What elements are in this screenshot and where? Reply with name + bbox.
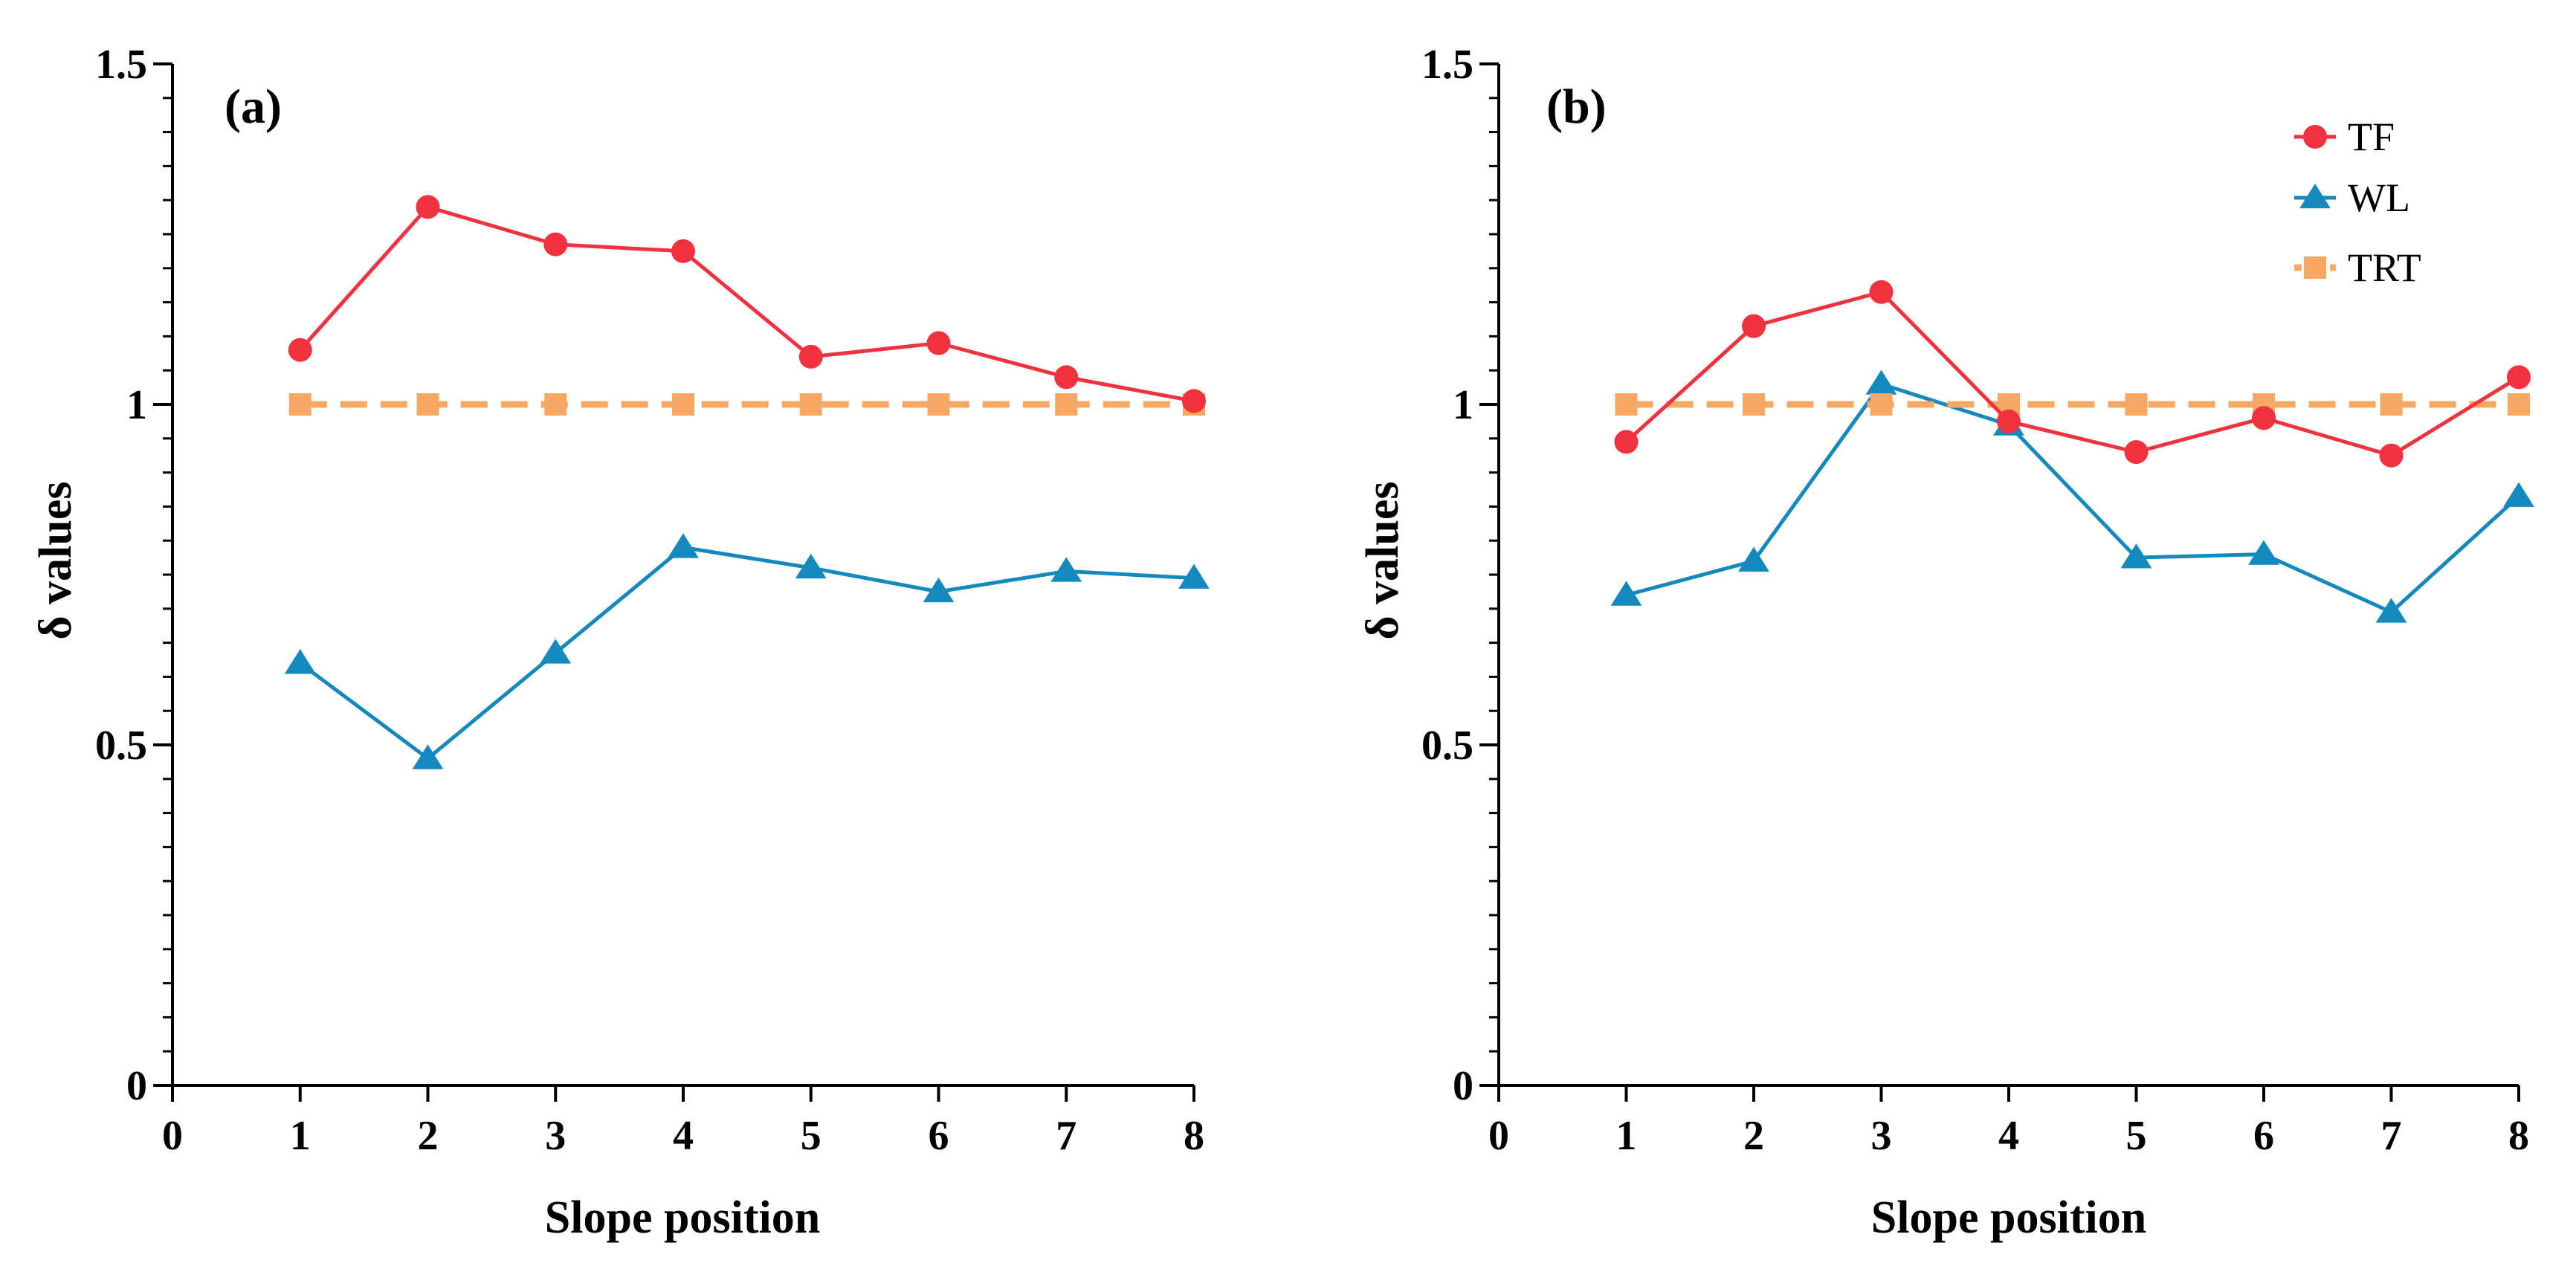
x-tick-label: 0 — [1488, 1113, 1509, 1159]
x-tick-label: 0 — [162, 1113, 183, 1159]
legend: TF WL TRT — [2294, 114, 2421, 290]
data-point-tf — [1054, 365, 1079, 390]
x-tick-label: 6 — [2253, 1113, 2274, 1159]
x-tick-label: 1 — [290, 1113, 311, 1159]
x-tick-label: 4 — [1998, 1113, 2019, 1159]
series-trt — [288, 393, 1205, 416]
legend-marker-wl — [2299, 184, 2331, 209]
legend-label: TF — [2348, 114, 2395, 159]
series-line-tf — [298, 204, 1195, 403]
data-point-wl — [284, 649, 316, 674]
y-axis-title: δ values — [1358, 481, 1408, 639]
data-point-trt — [1870, 393, 1893, 416]
y-tick-label: 0 — [126, 1063, 147, 1109]
data-point-tf — [926, 331, 951, 355]
data-point-tf — [1182, 389, 1206, 413]
data-point-trt — [2125, 393, 2148, 416]
legend-label: TRT — [2348, 245, 2421, 290]
data-point-trt — [2380, 393, 2403, 416]
data-point-trt — [672, 393, 694, 416]
x-tick-label: 7 — [2381, 1113, 2402, 1159]
data-point-tf — [543, 232, 568, 256]
x-tick-label: 5 — [2126, 1113, 2147, 1159]
panel-b: (b) Slope position δ values 0 1 2 3 4 5 6 7 8 0 0.… — [1358, 42, 2534, 1243]
data-point-wl — [2375, 598, 2407, 623]
x-tick-label: 7 — [1056, 1113, 1076, 1159]
data-point-trt — [799, 393, 822, 416]
data-point-trt — [1743, 393, 1765, 416]
x-axis-title: Slope position — [545, 1192, 820, 1243]
x-tick-label: 2 — [1743, 1113, 1764, 1159]
series-line-wl — [299, 545, 1195, 761]
data-point-wl — [2248, 540, 2279, 565]
data-point-wl — [2503, 482, 2534, 507]
data-point-tf — [288, 338, 312, 362]
series-wl — [284, 533, 1210, 769]
y-axis-title: δ values — [30, 481, 81, 639]
series-tf — [288, 195, 1206, 413]
data-point-trt — [544, 393, 567, 416]
legend-marker-trt — [2304, 256, 2326, 279]
series-trt — [1615, 393, 2530, 416]
data-point-wl — [1050, 557, 1082, 582]
data-point-wl — [1865, 369, 1897, 395]
data-point-trt — [1615, 393, 1638, 416]
data-point-wl — [412, 744, 444, 769]
data-point-tf — [1997, 409, 2021, 433]
data-point-trt — [1055, 393, 1078, 416]
series-line-wl — [1625, 382, 2520, 614]
data-point-wl — [1738, 546, 1769, 572]
x-tick-label: 6 — [929, 1113, 949, 1159]
panel-label: (b) — [1546, 80, 1607, 134]
x-axis-title: Slope position — [1871, 1192, 2146, 1243]
data-point-tf — [1742, 314, 1766, 338]
data-point-trt — [2508, 393, 2530, 416]
y-tick-label: 1 — [126, 382, 147, 428]
legend-label: WL — [2348, 175, 2410, 220]
y-tick-label: 0.5 — [95, 723, 147, 769]
x-tick-label: 8 — [1184, 1113, 1204, 1159]
data-point-trt — [416, 393, 439, 416]
data-point-tf — [416, 195, 440, 219]
data-point-tf — [2379, 443, 2404, 468]
data-point-wl — [923, 577, 955, 603]
data-point-tf — [2124, 440, 2149, 465]
x-tick-label: 3 — [1871, 1113, 1892, 1159]
y-tick-label: 1.5 — [1421, 42, 1473, 88]
y-tick-label: 0 — [1453, 1063, 1473, 1109]
series-tf — [1614, 280, 2531, 468]
data-point-wl — [1178, 564, 1210, 589]
series-line-tf — [1624, 290, 2520, 458]
data-point-trt — [927, 393, 950, 416]
y-tick-label: 1.5 — [95, 42, 147, 88]
data-point-tf — [671, 239, 695, 263]
x-tick-label: 3 — [545, 1113, 566, 1159]
panel-a: (a) Slope position δ values 0 1 2 3 4 5 6 7 8 0 0.… — [30, 42, 1210, 1243]
data-point-trt — [288, 393, 311, 416]
legend-marker-tf — [2303, 125, 2327, 149]
y-tick-label: 0.5 — [1421, 723, 1473, 769]
data-point-wl — [1610, 581, 1642, 606]
x-tick-label: 1 — [1616, 1113, 1637, 1159]
panel-label: (a) — [225, 80, 282, 134]
x-tick-label: 4 — [673, 1113, 694, 1159]
data-point-wl — [540, 639, 572, 664]
x-tick-label: 5 — [801, 1113, 821, 1159]
data-point-tf — [798, 344, 823, 369]
data-point-tf — [1614, 430, 1639, 454]
x-tick-label: 2 — [418, 1113, 439, 1159]
data-point-wl — [2120, 543, 2152, 569]
x-tick-label: 8 — [2508, 1113, 2529, 1159]
series-wl — [1610, 369, 2534, 623]
data-point-wl — [668, 533, 699, 558]
data-point-tf — [2252, 406, 2276, 430]
data-point-tf — [1869, 280, 1894, 304]
data-point-tf — [2507, 365, 2531, 390]
data-point-wl — [795, 553, 827, 579]
y-tick-label: 1 — [1453, 382, 1473, 428]
